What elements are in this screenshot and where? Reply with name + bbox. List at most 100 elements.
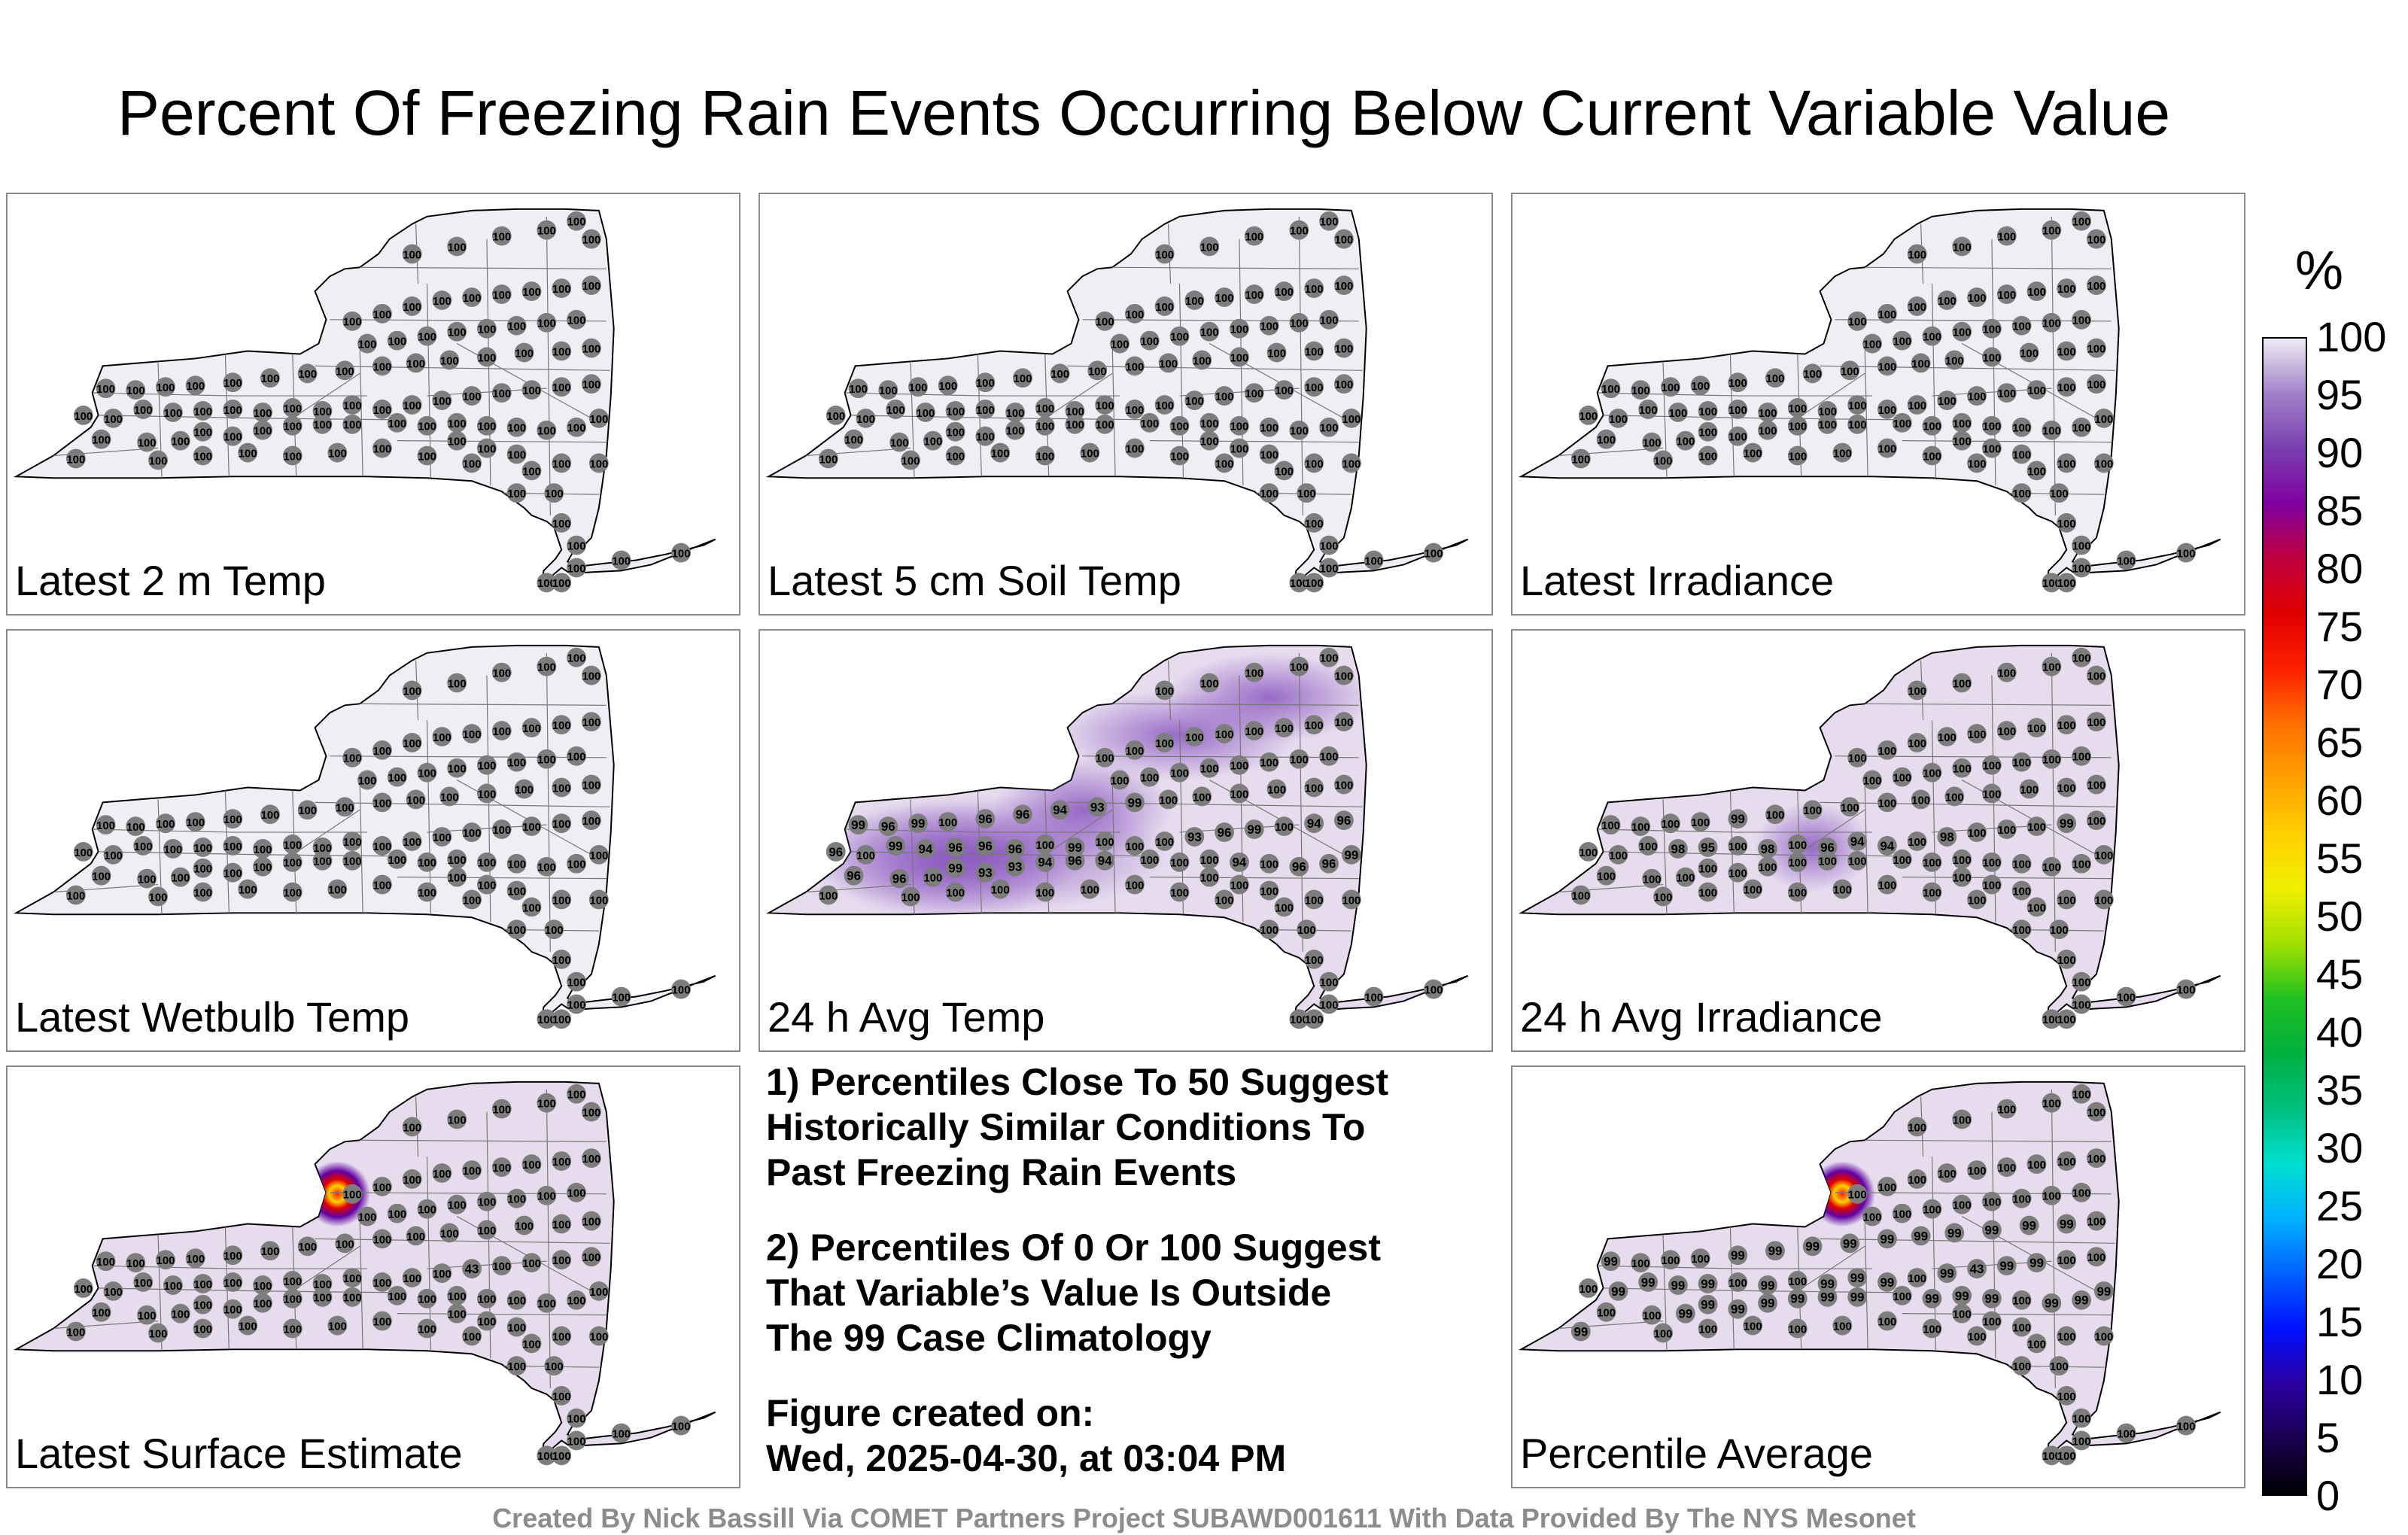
station-value: 100 [552, 819, 571, 831]
station-value: 100 [1185, 396, 1204, 408]
station-marker: 100 [1982, 438, 2002, 458]
station-value: 100 [239, 448, 257, 460]
station-marker: 100 [432, 290, 452, 310]
station-marker: 100 [2072, 309, 2091, 330]
county-line [1044, 809, 1113, 856]
station-value: 100 [1006, 426, 1025, 438]
station-marker: 100 [238, 442, 258, 463]
station-marker: 100 [342, 414, 363, 434]
station-value: 100 [567, 217, 586, 229]
station-value: 100 [1140, 773, 1159, 785]
station-value: 100 [223, 1251, 242, 1263]
station-value: 100 [1923, 887, 1941, 899]
station-value: 100 [448, 327, 467, 339]
station-value: 100 [92, 871, 111, 883]
station-marker: 100 [447, 1285, 467, 1306]
station-value: 99 [2060, 816, 2074, 831]
station-value: 100 [1953, 436, 1972, 448]
station-value: 100 [537, 1099, 556, 1111]
station-marker: 100 [506, 1290, 527, 1310]
station-value: 99 [889, 839, 903, 853]
station-marker: 100 [1125, 438, 1145, 458]
county-line [1298, 652, 1303, 952]
county-line [2051, 216, 2056, 515]
station-marker: 100 [1259, 315, 1279, 336]
station-value: 100 [1953, 1309, 1972, 1321]
station-marker: 100 [402, 831, 422, 851]
station-marker: 100 [447, 673, 467, 693]
station-marker: 100 [1952, 430, 1972, 451]
panel-label: Latest Wetbulb Temp [15, 993, 410, 1041]
station-value: 100 [336, 802, 354, 814]
station-marker: 100 [1297, 919, 1317, 940]
station-marker: 100 [1596, 429, 1616, 449]
station-value: 99 [1671, 1278, 1686, 1293]
station-marker: 100 [2087, 1247, 2106, 1267]
colorbar-tick-label: 5 [2316, 1414, 2340, 1461]
station-value: 100 [567, 1188, 586, 1200]
station-value: 96 [1016, 807, 1030, 822]
station-value: 100 [1908, 249, 1926, 261]
county-line [426, 284, 432, 479]
station-marker: 100 [1847, 414, 1868, 434]
station-value: 100 [358, 339, 377, 351]
colorbar-tick-label: 100 [2316, 313, 2387, 360]
station-value: 100 [567, 977, 586, 989]
station-marker: 100 [1341, 889, 1361, 910]
station-marker: 100 [1184, 727, 1205, 746]
station-marker: 100 [148, 886, 168, 907]
station-value: 100 [1997, 1105, 2016, 1117]
station-marker: 99 [2093, 1281, 2114, 1301]
station-value: 100 [134, 1278, 153, 1290]
station-value: 100 [1230, 421, 1249, 433]
colorbar-tick-label: 60 [2316, 777, 2364, 824]
station-value: 100 [223, 814, 242, 826]
colorbar-tick-label: 95 [2316, 371, 2364, 418]
station-marker: 100 [1424, 543, 1443, 563]
station-marker: 100 [1967, 822, 1987, 842]
station-value: 100 [1654, 455, 1673, 467]
station-marker: 100 [2057, 1385, 2077, 1406]
station-value: 100 [901, 455, 920, 467]
station-value: 100 [440, 355, 459, 367]
station-marker: 100 [506, 1188, 527, 1208]
station-marker: 100 [1319, 211, 1339, 231]
station-value: 100 [1597, 871, 1616, 883]
station-marker: 100 [65, 1321, 86, 1342]
station-marker: 100 [567, 1182, 586, 1202]
station-value: 100 [328, 884, 347, 896]
station-marker: 100 [1259, 880, 1279, 901]
station-value: 100 [1140, 336, 1159, 348]
station-marker: 100 [2049, 1356, 2069, 1376]
station-value: 100 [2020, 784, 2039, 796]
station-marker: 100 [2026, 897, 2047, 917]
station-value: 100 [507, 423, 526, 435]
station-value: 100 [171, 873, 190, 885]
station-marker: 100 [1690, 1248, 1710, 1269]
station-value: 100 [157, 382, 175, 394]
station-marker: 100 [1967, 1160, 1987, 1180]
station-value: 100 [433, 396, 451, 408]
station-marker: 100 [491, 1157, 512, 1177]
station-marker: 100 [945, 445, 965, 466]
station-marker: 100 [671, 1415, 691, 1436]
station-marker: 100 [1274, 380, 1294, 400]
station-value: 100 [1335, 281, 1354, 293]
station-marker: 100 [1289, 656, 1309, 676]
station-value: 100 [1908, 1175, 1926, 1187]
station-marker: 100 [582, 1211, 601, 1231]
station-marker: 100 [1215, 724, 1234, 743]
station-marker: 100 [1154, 733, 1175, 752]
panel-label: Latest 5 cm Soil Temp [768, 557, 1181, 604]
station-value: 100 [1096, 400, 1114, 412]
station-value: 100 [2087, 379, 2106, 391]
station-marker: 100 [582, 774, 601, 795]
station-value: 100 [1983, 789, 2002, 801]
station-marker: 96 [1013, 804, 1032, 825]
station-marker: 100 [312, 401, 333, 421]
station-value: 100 [1260, 449, 1278, 461]
note-1-line-2: Historically Similar Conditions To [766, 1106, 1366, 1148]
station-marker: 100 [537, 1093, 557, 1113]
